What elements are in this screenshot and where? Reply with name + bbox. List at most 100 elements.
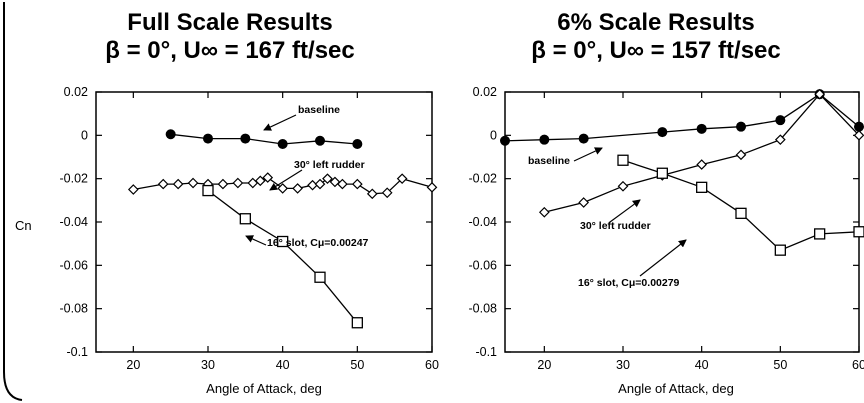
series-line [133,176,433,195]
x-axis-label: Angle of Attack, deg [206,381,322,396]
frame-arc [3,2,23,401]
data-point [314,178,326,190]
data-point [127,184,139,195]
y-tick-label: -0.1 [66,345,88,359]
data-point [774,244,786,256]
data-point [277,235,289,248]
series-group [127,129,438,329]
annotation-30-left-rudder: 30° left rudder [580,220,651,232]
y-tick-label: -0.06 [60,258,89,272]
series-line [504,93,860,142]
axes: 0.02 0 -0.02 -0.04 -0.06 -0.08 -0.1 20 30 40 50 60 [469,85,864,372]
data-point [157,178,169,190]
chart-subtitle: β = 0°, U∞ = 167 ft/sec [105,37,354,64]
data-point [656,167,668,179]
annotation-baseline: baseline [528,155,570,167]
annotation-arrow [269,169,303,191]
data-point [617,180,629,192]
annotation-arrow [639,239,687,277]
data-point [277,183,289,194]
y-axis-label: Cn [15,218,32,233]
x-tick-label: 50 [773,358,787,372]
data-point [277,139,288,149]
y-tick-label: 0 [490,128,497,142]
data-point [292,183,303,194]
y-tick-label: -0.04 [469,215,498,229]
data-point [314,271,326,283]
data-point [854,121,864,132]
annotation-16-slot: 16° slot, Cμ=0.00279 [578,277,680,289]
y-tick-label: -0.1 [475,345,497,359]
data-point [307,179,318,191]
axes: 0.02 0 -0.02 -0.04 -0.06 -0.08 -0.1 20 30 40 50 60 [60,85,439,372]
data-point [736,121,746,132]
data-point [351,178,363,190]
data-point [578,197,590,208]
data-point [853,129,864,141]
data-point [735,207,747,219]
data-point [203,133,213,144]
y-tick-label: -0.04 [60,215,89,229]
annotation-16-slot: 16° slot, Cμ=0.00247 [267,237,369,249]
annotation-baseline: baseline [298,104,340,116]
data-point [187,177,199,189]
x-tick-label: 40 [695,358,709,372]
annotation-arrow [573,147,603,162]
annotation-arrow [263,114,297,131]
data-point [774,134,786,146]
data-point [381,187,393,199]
series-group [500,88,864,256]
x-tick-label: 20 [126,358,140,372]
data-point [538,206,550,218]
data-point [322,173,333,185]
x-axis-label: Angle of Attack, deg [618,381,734,396]
data-point [696,123,707,134]
data-point [337,178,348,190]
y-tick-label: -0.06 [469,258,498,272]
data-point [617,154,629,166]
data-point [315,135,325,146]
data-point [578,133,589,144]
annotation-30-left-rudder: 30° left rudder [294,159,365,171]
chart-6pct-scale: 6% Scale Results β = 0°, U∞ = 157 ft/sec… [469,9,864,396]
data-point [217,178,229,190]
data-point [853,226,864,238]
x-tick-label: 20 [537,358,551,372]
y-tick-label: -0.08 [60,302,89,316]
x-tick-label: 60 [852,358,864,372]
data-point [696,159,708,170]
annotation-arrow [609,199,641,223]
data-point [426,181,438,193]
data-point [240,133,251,144]
y-tick-label: -0.02 [469,172,498,186]
data-point [775,115,786,126]
y-tick-label: 0 [81,128,88,142]
data-point [500,135,510,146]
series-line [207,190,358,324]
data-point [165,129,176,140]
x-tick-label: 60 [425,358,439,372]
chart-full-scale: Full Scale Results β = 0°, U∞ = 167 ft/s… [15,9,439,396]
x-tick-label: 50 [350,358,364,372]
data-point [814,228,826,240]
data-point [239,213,251,225]
data-point [172,178,184,190]
data-point [696,181,708,193]
chart-title: 6% Scale Results [557,9,754,36]
data-point [539,134,550,145]
data-point [366,188,378,200]
data-point [232,177,244,189]
chart-title: Full Scale Results [127,9,332,36]
x-tick-label: 40 [276,358,290,372]
data-point [254,175,266,187]
data-point [352,139,363,149]
y-tick-label: 0.02 [473,85,497,99]
x-tick-label: 30 [616,358,630,372]
x-tick-label: 30 [201,358,215,372]
annotation-arrow [245,235,267,246]
y-tick-label: -0.08 [469,302,498,316]
y-tick-label: -0.02 [60,172,89,186]
data-point [814,88,826,100]
data-point [202,184,214,197]
